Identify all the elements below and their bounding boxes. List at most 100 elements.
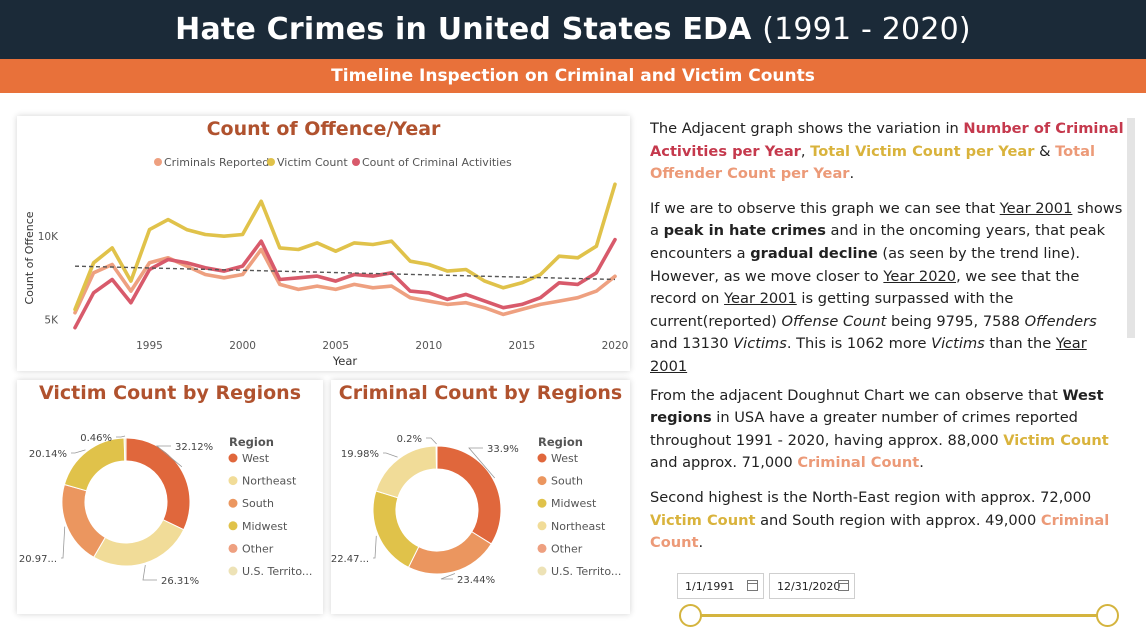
narrative-text-box[interactable]: The Adjacent graph shows the variation i… [650, 118, 1125, 566]
donut-data-label: 22.47... [331, 554, 369, 565]
date-slider-end-handle[interactable] [1096, 604, 1119, 627]
narrative-text-run: Victim Count [1003, 431, 1109, 449]
narrative-text-run: shows a [650, 199, 1123, 240]
narrative-text-run: Victims [931, 335, 985, 353]
donut-slice-midwest [63, 437, 126, 492]
legend-marker [537, 566, 547, 576]
narrative-text-run: , [800, 142, 811, 160]
activities-line [73, 237, 617, 330]
legend-label: South [551, 475, 583, 488]
title-main: Hate Crimes in United States EDA [175, 12, 752, 47]
narrative-text-run: Offense Count [781, 312, 887, 330]
legend-marker [228, 543, 238, 553]
text-scrollbar[interactable] [1127, 118, 1135, 338]
narrative-text-run: . [698, 534, 704, 552]
legend-marker [267, 158, 275, 166]
donut-leader-line [440, 573, 456, 580]
donut-data-label: 26.31% [161, 576, 199, 587]
legend-label: Northeast [242, 475, 297, 488]
narrative-text-run: in USA have a greater number of crimes r… [650, 409, 1078, 449]
x-tick-label: 2000 [229, 340, 256, 352]
narrative-text-run: is getting surpassed with the current(re… [650, 290, 1014, 330]
page-subtitle: Timeline Inspection on Criminal and Vict… [331, 66, 815, 86]
calendar-icon[interactable] [747, 580, 758, 591]
x-axis-title: Year [332, 354, 358, 368]
donut-data-label: 0.2% [397, 434, 422, 445]
narrative-paragraph-2: If we are to observe this graph we can s… [650, 198, 1125, 379]
legend-label: South [242, 497, 274, 510]
donut-slice-northeast [375, 445, 437, 499]
donut-data-label: 0.46% [80, 433, 112, 444]
start-date-input[interactable]: 1/1/1991 [677, 573, 764, 599]
start-date-value: 1/1/1991 [685, 579, 735, 593]
victim-donut-title: Victim Count by Regions [38, 382, 302, 404]
narrative-text-run: Total Victim Count per Year [810, 142, 1035, 160]
donut-data-label: 19.98% [341, 449, 379, 460]
x-tick-label: 2020 [602, 340, 629, 352]
end-date-input[interactable]: 12/31/2020 [769, 573, 855, 599]
legend-label: Count of Criminal Activities [362, 156, 512, 169]
y-axis-title: Count of Offence [23, 211, 36, 304]
report-header: Hate Crimes in United States EDA (1991 -… [0, 0, 1146, 59]
legend-label: Other [551, 542, 583, 555]
narrative-text-run: being 9795, 7588 [886, 312, 1025, 330]
x-tick-label: 2005 [322, 340, 349, 352]
narrative-paragraph-1: The Adjacent graph shows the variation i… [650, 118, 1125, 186]
line-chart-visual[interactable]: Count of Offence/Year Criminals Reported… [17, 116, 630, 371]
narrative-text-run: If we are to observe this graph we can s… [650, 199, 1000, 217]
narrative-text-run: Offenders [1024, 312, 1097, 330]
trend-line [74, 265, 616, 281]
donut-leader-line [71, 449, 86, 454]
narrative-text-run: peak in hate crimes [663, 222, 826, 240]
legend-label: Midwest [551, 497, 597, 510]
legend-marker [537, 453, 547, 463]
criminals-line [73, 247, 617, 317]
donut-leader-line [383, 452, 398, 458]
donut-leader-line [373, 535, 377, 559]
donut-leader-line [61, 526, 66, 559]
narrative-paragraph-4: Second highest is the North-East region … [650, 487, 1125, 555]
date-slider-start-handle[interactable] [679, 604, 702, 627]
donut-slice-west [436, 445, 502, 545]
donut-slice-u-s-territories [435, 445, 438, 470]
legend-label: Northeast [551, 520, 606, 533]
donut-slice-midwest [372, 490, 420, 568]
y-tick-label: 10K [38, 231, 59, 243]
legend-marker [537, 521, 547, 531]
donut-data-label: 20.14% [29, 449, 67, 460]
victim-donut-visual[interactable]: Victim Count by Regions 32.12% 26.31% 20.9… [17, 380, 323, 614]
calendar-icon[interactable] [838, 580, 849, 591]
narrative-text-run: West regions [650, 386, 1104, 427]
criminal-donut-title: Criminal Count by Regions [338, 382, 623, 404]
criminal-donut-visual[interactable]: Criminal Count by Regions 33.9% 23.44% 22.… [331, 380, 630, 614]
narrative-text-run: than the [984, 335, 1056, 353]
narrative-text-run: The Adjacent graph shows the variation i… [650, 120, 964, 137]
legend-marker [154, 158, 162, 166]
x-tick-label: 1995 [136, 340, 163, 352]
legend-label: U.S. Territo... [551, 565, 621, 578]
legend-marker [228, 521, 238, 531]
donut-data-label: 20.97... [19, 554, 57, 565]
narrative-text-run: . This is 1062 more [786, 335, 932, 353]
narrative-text-run: Year 2020 [883, 267, 957, 285]
legend-marker [537, 498, 547, 508]
donut-leader-line [142, 565, 157, 581]
donut-legend-title: Region [229, 435, 274, 449]
legend-marker [228, 566, 238, 576]
narrative-text-run: From the adjacent Doughnut Chart we can … [650, 386, 1063, 404]
legend-marker [228, 476, 238, 486]
victims-line [73, 182, 617, 312]
narrative-text-run: (as seen by the trend line). However, as… [650, 244, 1081, 285]
victim-donut-svg: 32.12% 26.31% 20.97... 20.14% 0.46% Region Wes… [19, 433, 313, 587]
date-range-slider-track[interactable] [690, 614, 1108, 617]
donut-data-label: 33.9% [487, 444, 519, 455]
narrative-text-run: Victim Count [650, 511, 756, 529]
legend-marker [537, 476, 547, 486]
donut-data-label: 23.44% [457, 575, 495, 586]
narrative-text-run: Victims [733, 335, 787, 353]
narrative-text-run: Criminal Count [797, 454, 920, 472]
line-chart-title: Count of Offence/Year [206, 118, 441, 140]
legend-label: West [242, 452, 270, 465]
donut-slice-northeast [92, 519, 185, 567]
